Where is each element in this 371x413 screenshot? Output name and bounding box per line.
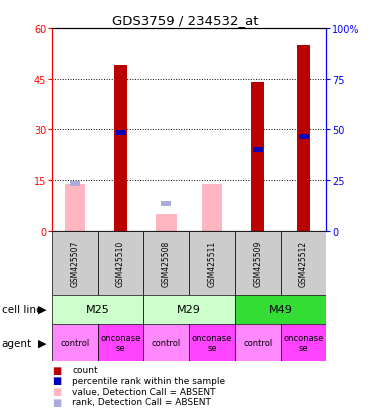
Text: GSM425510: GSM425510 (116, 240, 125, 286)
Bar (115, 131, 126, 136)
Bar (98, 324, 144, 361)
Text: onconase
se: onconase se (283, 333, 324, 352)
Text: M49: M49 (269, 305, 293, 315)
Text: GDS3759 / 234532_at: GDS3759 / 234532_at (112, 14, 259, 27)
Bar (52, 324, 98, 361)
Bar (253, 148, 263, 153)
Bar (98, 231, 144, 295)
Text: GSM425512: GSM425512 (299, 240, 308, 286)
Text: ■: ■ (52, 365, 61, 375)
Bar (299, 134, 309, 139)
Text: ■: ■ (52, 397, 61, 407)
Bar (144, 231, 189, 295)
Text: control: control (243, 338, 272, 347)
Bar (297, 46, 310, 231)
Text: GSM425508: GSM425508 (162, 240, 171, 286)
Bar (70, 182, 80, 187)
Text: percentile rank within the sample: percentile rank within the sample (72, 376, 226, 385)
Text: GSM425507: GSM425507 (70, 240, 79, 287)
Text: agent: agent (2, 338, 32, 348)
Bar (235, 324, 281, 361)
Text: control: control (152, 338, 181, 347)
Text: value, Detection Call = ABSENT: value, Detection Call = ABSENT (72, 387, 216, 396)
Bar (281, 324, 326, 361)
Text: count: count (72, 365, 98, 374)
Text: rank, Detection Call = ABSENT: rank, Detection Call = ABSENT (72, 397, 211, 406)
Bar (144, 295, 235, 324)
Text: control: control (60, 338, 89, 347)
Text: ▶: ▶ (38, 338, 46, 348)
Bar (161, 202, 171, 207)
Text: ■: ■ (52, 375, 61, 385)
Bar (114, 66, 127, 231)
Bar (65, 184, 85, 231)
Bar (189, 324, 235, 361)
Text: ▶: ▶ (38, 304, 46, 314)
Bar (189, 231, 235, 295)
Bar (235, 231, 281, 295)
Bar (52, 295, 144, 324)
Text: cell line: cell line (2, 304, 42, 314)
Bar (252, 83, 264, 231)
Bar (52, 231, 98, 295)
Text: onconase
se: onconase se (101, 333, 141, 352)
Bar (156, 214, 177, 231)
Text: onconase
se: onconase se (192, 333, 232, 352)
Text: M29: M29 (177, 305, 201, 315)
Bar (202, 184, 222, 231)
Bar (281, 231, 326, 295)
Text: ■: ■ (52, 386, 61, 396)
Text: M25: M25 (86, 305, 109, 315)
Bar (235, 295, 326, 324)
Text: GSM425511: GSM425511 (208, 240, 217, 286)
Text: GSM425509: GSM425509 (253, 240, 262, 287)
Bar (144, 324, 189, 361)
